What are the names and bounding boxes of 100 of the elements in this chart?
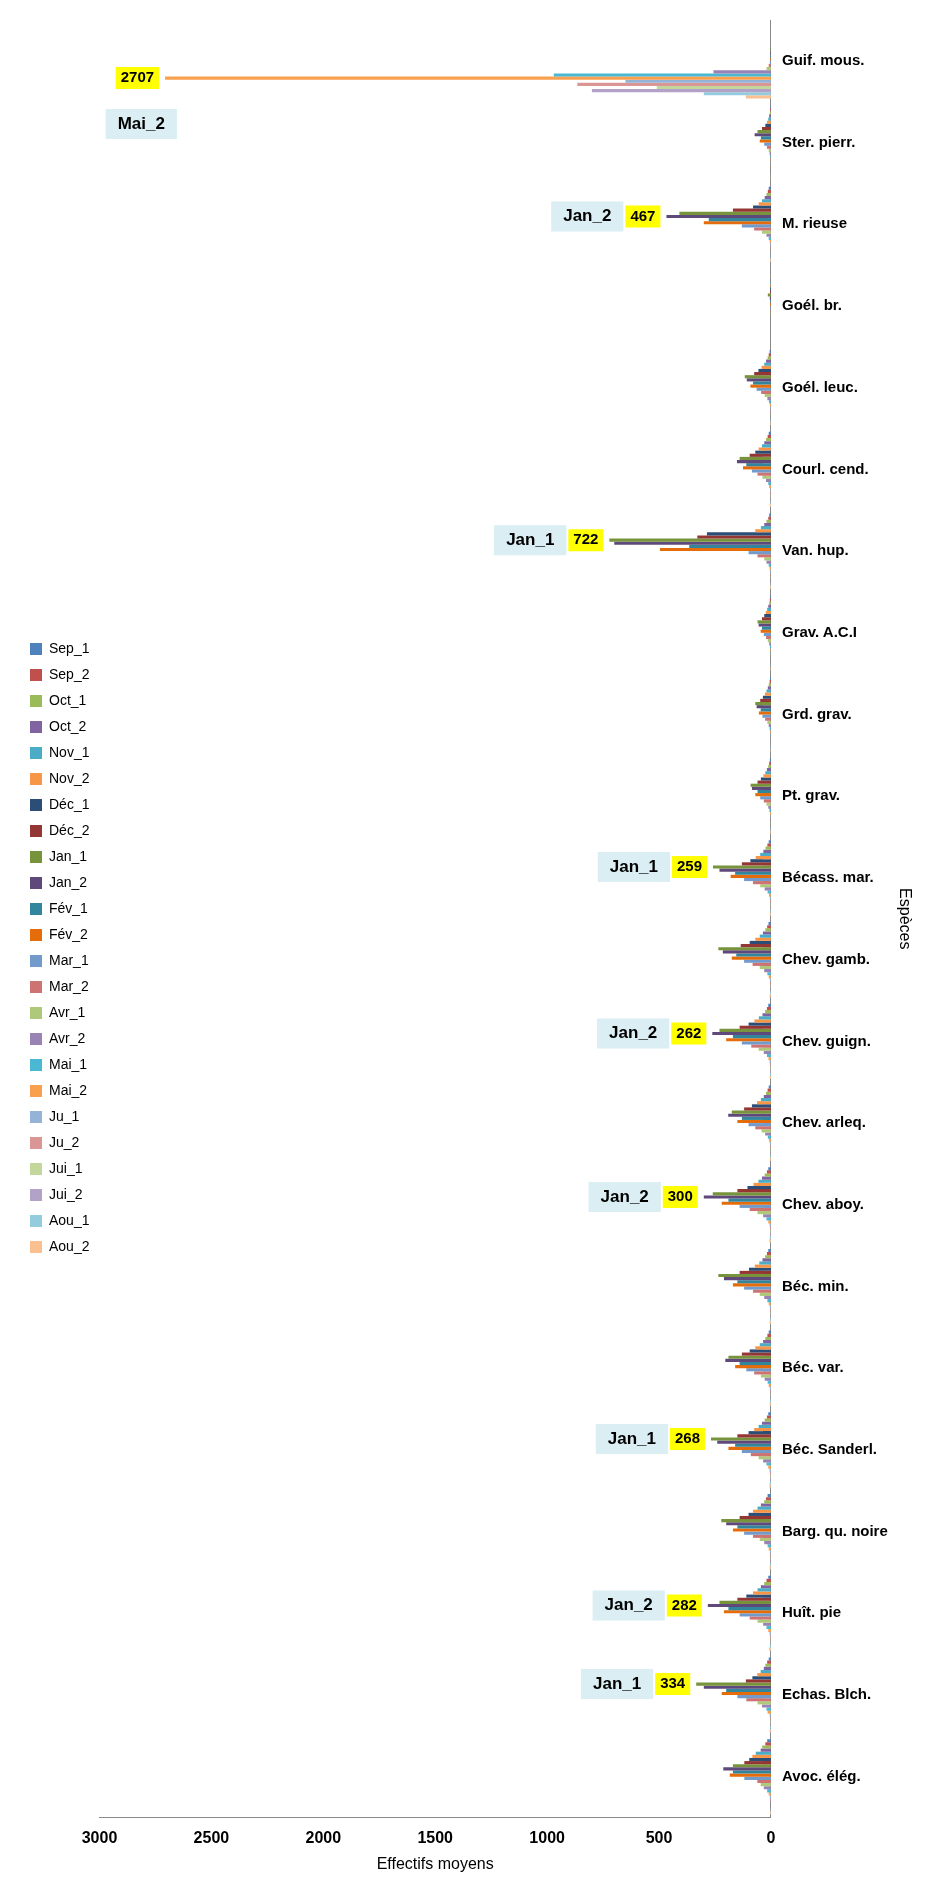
y-tick-label: Grd. grav.: [781, 704, 852, 722]
bar: [749, 940, 771, 944]
bar: [739, 1515, 771, 1520]
bar: [747, 1185, 771, 1190]
legend-label: Mar_1: [49, 951, 89, 968]
bar: [749, 1267, 771, 1271]
annotation: Jan_2: [600, 1186, 649, 1206]
legend-label: Ju_1: [49, 1107, 80, 1124]
bar: [749, 453, 771, 457]
bar: [746, 1368, 771, 1372]
bar: [741, 1449, 771, 1454]
bar: [735, 1443, 771, 1447]
annotation: Jan_1: [607, 1428, 656, 1448]
bar: [758, 368, 771, 373]
y-tick-label: Béc. min.: [781, 1276, 849, 1294]
x-axis-title: Effectifs moyens: [376, 1854, 494, 1872]
data-label: 2707: [120, 68, 155, 86]
bar: [755, 937, 771, 941]
bar: [737, 1280, 771, 1284]
bar: [750, 1453, 771, 1457]
legend-label: Aou_2: [49, 1237, 90, 1254]
bar: [741, 1041, 771, 1045]
bar: [732, 1764, 771, 1768]
y-tick-label: Avoc. élég.: [781, 1766, 861, 1784]
bar: [753, 881, 771, 885]
bar: [757, 1779, 771, 1784]
legend-label: Nov_1: [49, 743, 90, 760]
bar: [723, 1610, 771, 1614]
annotation: Jan_1: [506, 529, 555, 549]
bar: [755, 1346, 771, 1350]
bar: [723, 1767, 771, 1771]
bar: [751, 1044, 771, 1048]
bar: [735, 871, 771, 875]
bar: [689, 544, 771, 548]
bar: [736, 953, 771, 957]
annotation: Mai_2: [117, 113, 165, 133]
legend-label: Mai_1: [49, 1055, 88, 1072]
bar: [750, 859, 771, 863]
bar: [719, 1600, 771, 1604]
bar: [625, 79, 771, 83]
bar: [679, 211, 771, 215]
data-label: 262: [676, 1023, 702, 1041]
legend-label: Fév_1: [49, 899, 89, 916]
annotation: Jan_2: [609, 1023, 658, 1043]
y-tick-label: Chev. arleq.: [781, 1113, 866, 1131]
x-tick-label: 1500: [417, 1828, 454, 1846]
bar: [754, 1371, 771, 1375]
y-tick-label: Chev. gamb.: [781, 949, 871, 967]
legend-label: Mai_2: [49, 1081, 88, 1098]
bar: [755, 529, 771, 533]
bar: [762, 1704, 771, 1708]
bar: [719, 868, 771, 872]
bar: [749, 1616, 771, 1620]
y-tick-label: Béc. var.: [781, 1358, 844, 1376]
bar: [739, 1025, 771, 1029]
bar: [728, 1198, 771, 1202]
bar: [719, 1028, 771, 1032]
bar: [735, 1365, 771, 1369]
legend-label: Sep_2: [49, 665, 90, 682]
bar: [696, 1682, 771, 1686]
bar: [744, 1761, 771, 1765]
bar: [732, 1035, 771, 1039]
data-label: 467: [630, 206, 656, 224]
bar: [697, 535, 771, 539]
legend-label: Jan_1: [49, 847, 88, 864]
legend-label: Aou_1: [49, 1211, 90, 1228]
data-label: 722: [573, 530, 599, 548]
y-tick-label: Barg. qu. noire: [781, 1521, 888, 1539]
x-tick-label: 1000: [529, 1828, 566, 1846]
bar: [753, 1182, 771, 1186]
y-tick-label: Guif. mous.: [781, 51, 865, 68]
bar: [742, 466, 771, 470]
bar: [737, 1597, 771, 1601]
bar: [740, 943, 771, 948]
bar: [753, 205, 771, 209]
bar: [760, 1374, 771, 1378]
bar: [751, 1104, 771, 1108]
bar: [739, 456, 771, 460]
bar: [703, 1195, 771, 1199]
bar: [721, 1519, 771, 1523]
bar: [737, 1119, 771, 1124]
bar: [739, 1270, 771, 1274]
bar: [758, 1179, 771, 1183]
x-tick-label: 500: [645, 1828, 673, 1846]
bar: [718, 1273, 771, 1278]
bar: [712, 865, 771, 869]
legend-label: Ju_2: [49, 1133, 80, 1150]
bar: [656, 85, 771, 90]
bar: [722, 950, 771, 954]
bar: [708, 218, 771, 222]
y-tick-label: Huît. pie: [781, 1603, 842, 1621]
annotation: Jan_2: [604, 1595, 653, 1615]
bar: [731, 956, 771, 960]
bar: [746, 1698, 771, 1702]
bar: [737, 1525, 771, 1529]
bar: [703, 1685, 771, 1689]
x-tick-label: 0: [766, 1828, 776, 1846]
annotation: Jan_1: [592, 1673, 642, 1693]
bar: [591, 89, 771, 93]
bar: [609, 538, 771, 542]
